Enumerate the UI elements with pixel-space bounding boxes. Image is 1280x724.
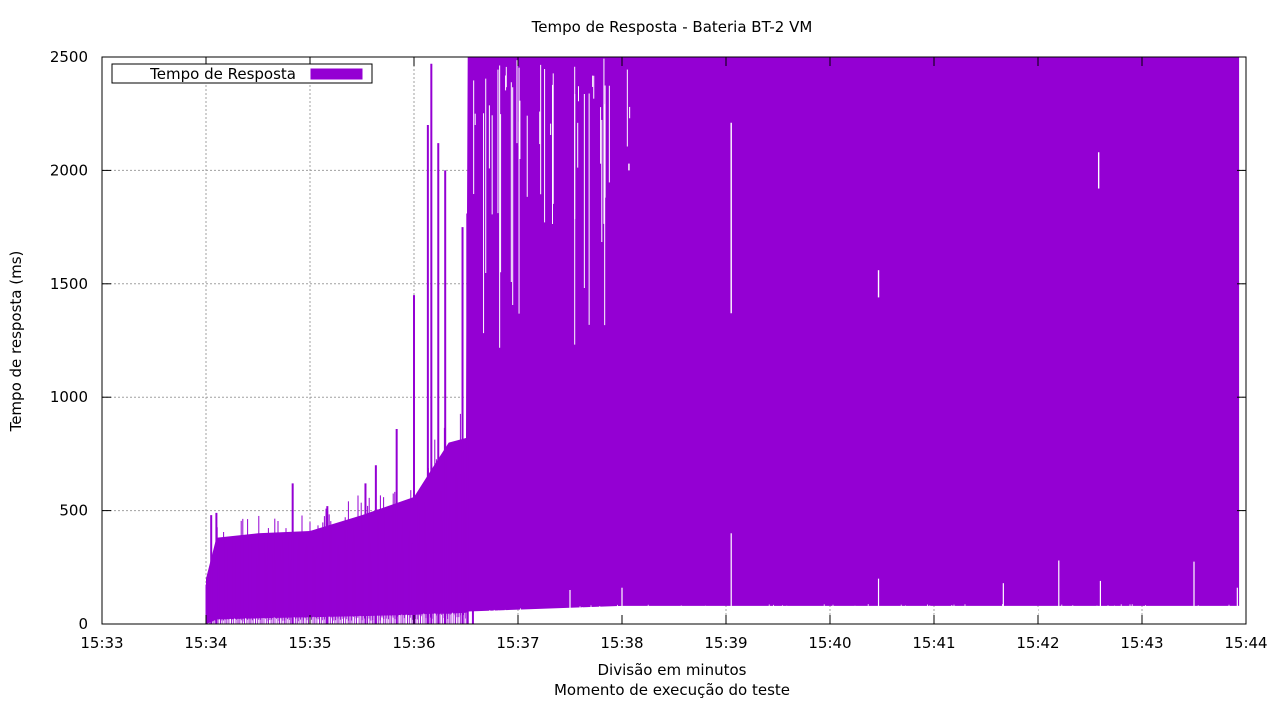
- legend: Tempo de Resposta: [111, 63, 373, 84]
- x-tick-label: 15:39: [704, 634, 747, 652]
- chart-title: Tempo de Resposta - Bateria BT-2 VM: [531, 18, 813, 36]
- data-series-layer: [205, 57, 1240, 624]
- response-time-band: [206, 57, 1240, 624]
- y-tick-label: 1500: [50, 275, 88, 293]
- y-tick-label: 2500: [50, 48, 88, 66]
- plot-frame: [101, 56, 1247, 625]
- x-tick-label: 15:41: [912, 634, 955, 652]
- legend-label: Tempo de Resposta: [149, 65, 296, 83]
- y-tick-label: 1000: [50, 388, 88, 406]
- legend-box: [111, 63, 373, 84]
- legend-swatch: [310, 68, 363, 80]
- x-tick-label: 15:33: [80, 634, 123, 652]
- x-tick-label: 15:44: [1224, 634, 1267, 652]
- x-axis-sublabel: Momento de execução do teste: [554, 681, 790, 699]
- x-tick-label: 15:35: [288, 634, 331, 652]
- x-tick-label: 15:36: [392, 634, 435, 652]
- x-tick-label: 15:34: [184, 634, 227, 652]
- x-tick-label: 15:38: [600, 634, 643, 652]
- x-tick-label: 15:43: [1120, 634, 1163, 652]
- x-tick-label: 15:42: [1016, 634, 1059, 652]
- y-tick-label: 2000: [50, 161, 88, 179]
- axes: 0 500 1000 1500 2000 2500 15:33 15:34 15:35 15:36…: [50, 48, 1268, 652]
- y-tick-label: 0: [78, 615, 88, 633]
- x-axis-label: Divisão em minutos: [598, 661, 747, 679]
- y-tick-label: 500: [59, 502, 88, 520]
- y-axis-label: Tempo de resposta (ms): [7, 251, 25, 433]
- x-tick-label: 15:37: [496, 634, 539, 652]
- x-tick-label: 15:40: [808, 634, 851, 652]
